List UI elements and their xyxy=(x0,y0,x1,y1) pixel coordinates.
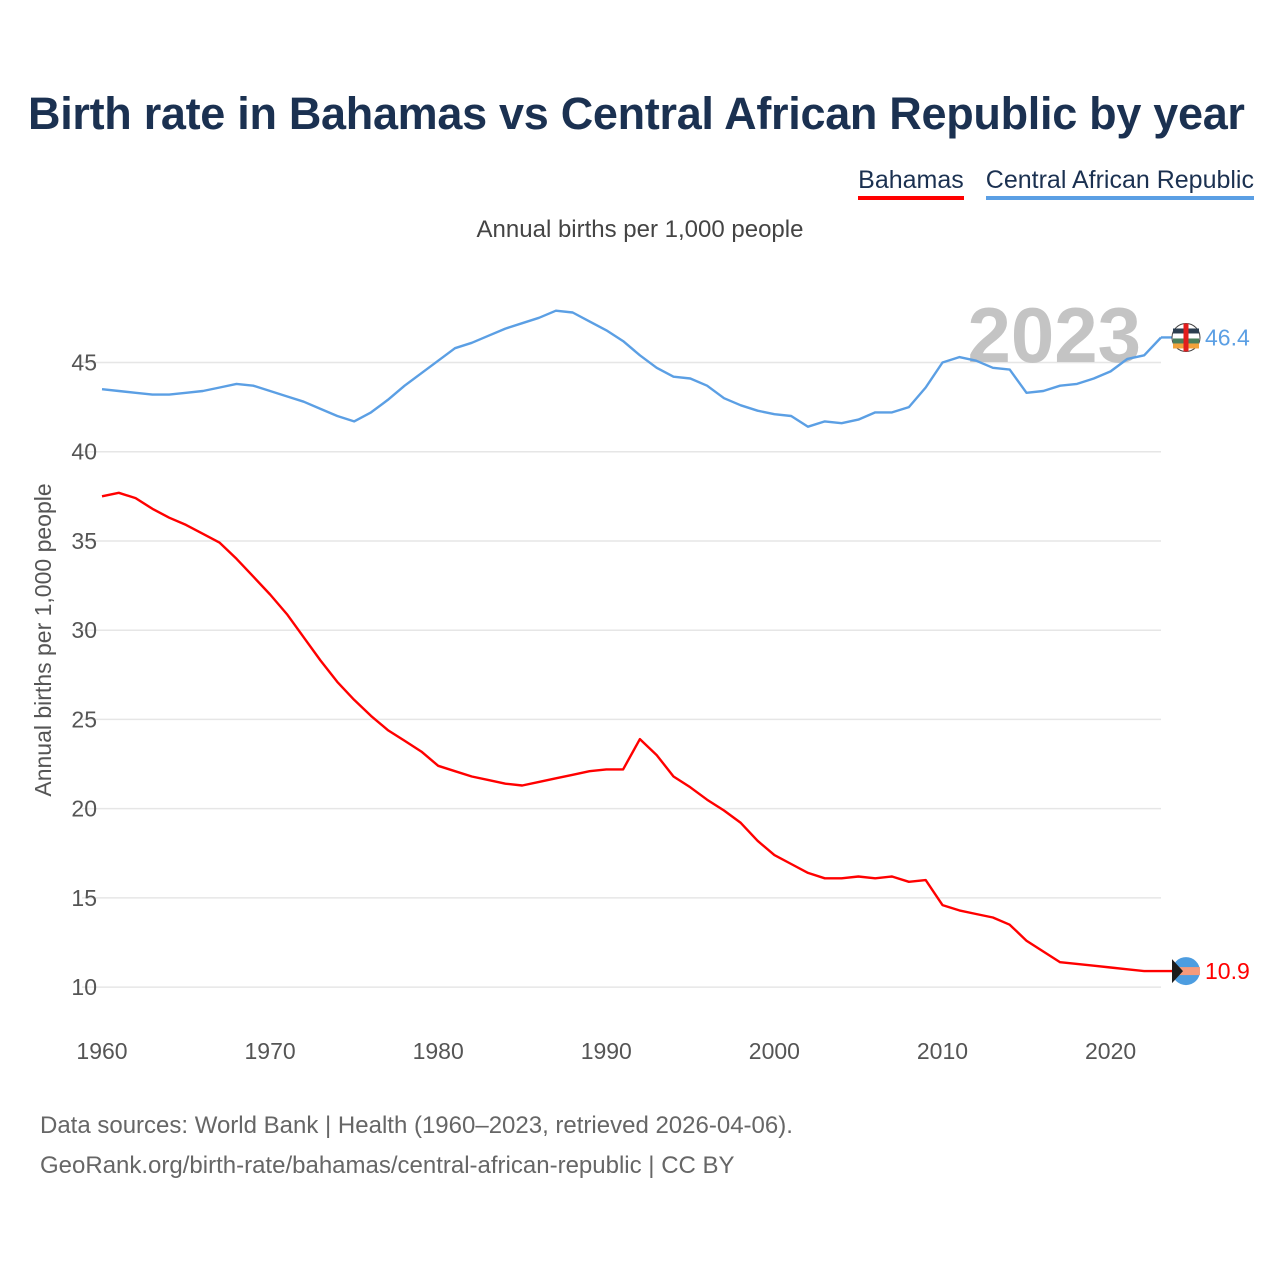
y-tick-label: 15 xyxy=(71,885,97,911)
x-tick-label: 2010 xyxy=(917,1038,968,1064)
year-watermark: 2023 xyxy=(967,291,1141,379)
source-url[interactable]: GeoRank.org/birth-rate/bahamas/central-a… xyxy=(40,1152,735,1179)
chart-subtitle: Annual births per 1,000 people xyxy=(476,216,804,243)
legend-item-central-african-republic[interactable]: Central African Republic xyxy=(985,166,1254,200)
chart-title: Birth rate in Bahamas vs Central African… xyxy=(28,88,1245,139)
y-tick-label: 45 xyxy=(71,349,97,375)
y-tick-label: 10 xyxy=(71,974,97,1000)
y-tick-label: 25 xyxy=(71,706,97,732)
line-chart: 10 15 20 25 30 35 40 45 1960 1970 1980 1990 2000 2010… xyxy=(30,291,1250,1064)
source-footer: Data sources: World Bank | Health (1960–… xyxy=(40,1106,793,1186)
series-end-label: 46.4 xyxy=(1205,324,1250,350)
x-tick-label: 1960 xyxy=(76,1038,127,1064)
y-tick-label: 35 xyxy=(71,528,97,554)
legend-item-bahamas[interactable]: Bahamas xyxy=(858,166,964,200)
x-tick-label: 1970 xyxy=(245,1038,296,1064)
x-tick-label: 2000 xyxy=(749,1038,800,1064)
series-line-0 xyxy=(101,491,1161,973)
y-tick-label: 30 xyxy=(71,617,97,643)
y-axis-label: Annual births per 1,000 people xyxy=(30,483,56,796)
x-tick-label: 1980 xyxy=(413,1038,464,1064)
y-tick-label: 40 xyxy=(71,439,97,465)
flag-stripe xyxy=(1172,967,1200,976)
flag-stripe xyxy=(1183,323,1189,352)
flag-triangle xyxy=(1172,959,1183,984)
legend: Bahamas Central African Republic xyxy=(858,166,1254,200)
x-tick-label: 1990 xyxy=(581,1038,632,1064)
y-tick-label: 20 xyxy=(71,796,97,822)
series-end-label: 10.9 xyxy=(1205,958,1250,984)
source-line: Data sources: World Bank | Health (1960–… xyxy=(40,1112,793,1139)
x-tick-label: 2020 xyxy=(1085,1038,1136,1064)
series-line-1 xyxy=(101,309,1162,428)
